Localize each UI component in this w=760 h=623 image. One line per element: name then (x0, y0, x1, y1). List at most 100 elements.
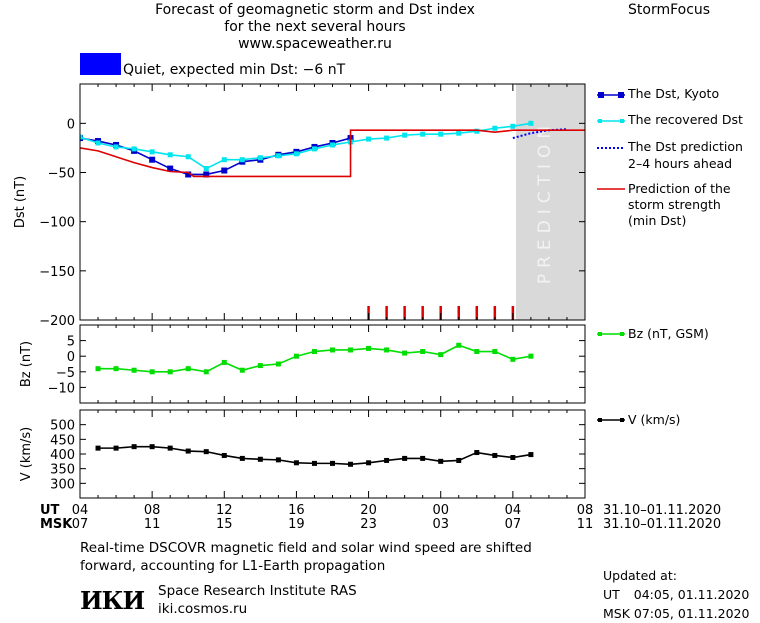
data-point (348, 347, 354, 353)
v-frame (79, 409, 586, 499)
ut-tick-label: 04 (72, 503, 89, 518)
data-point (203, 449, 209, 455)
series-line (80, 122, 532, 170)
chart-title: Forecast of geomagnetic storm and Dst in… (140, 2, 490, 53)
prediction-label: PREDICTION (535, 120, 555, 284)
bz-panel: 50−5−10 Bz (nT) (19, 324, 586, 404)
data-point (149, 156, 156, 163)
series-line (80, 137, 351, 176)
ut-tick-label: 12 (216, 503, 233, 518)
ut-date-range: 31.10–01.11.2020 (603, 503, 721, 518)
data-point (149, 369, 155, 375)
updated-ut-row: UT 04:05, 01.11.2020 (603, 585, 749, 604)
dst-x-axis (79, 84, 586, 320)
ut-tick-labels: 04 08 12 16 20 00 04 08 (72, 503, 594, 518)
y-tick-label: 0 (67, 350, 75, 365)
legend-marker (598, 119, 602, 123)
data-point (474, 349, 480, 355)
data-point (348, 461, 354, 467)
legend-recovered-label: The recovered Dst (627, 112, 743, 127)
data-point (95, 366, 101, 372)
y-tick-label: −100 (39, 216, 75, 231)
data-point (113, 144, 119, 150)
title-line-2: for the next several hours (224, 19, 406, 35)
updated-ut-value: 04:05, 01.11.2020 (633, 587, 750, 602)
data-point (131, 367, 137, 373)
title-line-1: Forecast of geomagnetic storm and Dst in… (155, 2, 475, 18)
data-point (456, 130, 462, 136)
status-text: Quiet, expected min Dst: −6 nT (123, 62, 346, 78)
footer-note-line2: forward, accounting for L1-Earth propaga… (80, 558, 386, 574)
data-point (402, 132, 408, 138)
legend-dst-kyoto: The Dst, Kyoto (597, 86, 719, 101)
updated-msk-value: 07:05, 01.11.2020 (633, 606, 750, 621)
data-point (420, 455, 426, 461)
legend-prediction-line2: 2–4 hours ahead (628, 156, 732, 171)
data-point (239, 455, 245, 461)
data-point (330, 460, 335, 466)
ut-tick-label: 08 (144, 503, 161, 518)
msk-tick-labels: 07 11 15 19 23 03 07 11 (72, 517, 594, 532)
footer-note: Real-time DSCOVR magnetic field and sola… (80, 539, 532, 575)
data-point (330, 347, 335, 353)
data-point (221, 359, 227, 365)
v-ylabel: V (km/s) (19, 427, 34, 482)
bz-x-axis (79, 325, 586, 403)
legend-marker (598, 332, 602, 336)
y-tick-label: −150 (39, 265, 75, 280)
data-point (149, 149, 155, 155)
data-point (275, 153, 281, 159)
data-point (510, 356, 516, 362)
legend: The Dst, Kyoto The recovered Dst The Dst… (597, 86, 743, 427)
footer-note-line1: Real-time DSCOVR magnetic field and sola… (80, 540, 532, 556)
data-point (492, 452, 498, 458)
legend-prediction: The Dst prediction 2–4 hours ahead (597, 139, 743, 171)
updated-msk-label: MSK (603, 606, 630, 621)
data-point (528, 353, 534, 359)
dst-y-axis: 0 −50 −100 −150 −200 (39, 117, 585, 329)
iki-logo: ИКИ (80, 586, 145, 615)
msk-date-range: 31.10–01.11.2020 (603, 517, 721, 532)
brand-name: StormFocus (628, 2, 711, 18)
data-point (275, 361, 281, 367)
data-point (239, 367, 245, 373)
series-line (80, 129, 585, 178)
y-tick-label: −10 (48, 381, 75, 396)
data-point (275, 457, 281, 463)
data-point (167, 369, 173, 375)
series-line (512, 128, 568, 140)
data-point (113, 445, 119, 451)
site-url[interactable]: www.spaceweather.ru (238, 36, 392, 52)
legend-v: V (km/s) (597, 412, 680, 427)
legend-marker (620, 332, 624, 336)
data-point (456, 457, 462, 463)
y-tick-label: −200 (39, 314, 75, 329)
msk-tick-label: 11 (144, 517, 161, 532)
y-tick-label: −50 (48, 167, 75, 182)
data-point (366, 136, 372, 142)
ut-label: UT (40, 503, 60, 518)
data-point (528, 452, 534, 458)
data-point (366, 345, 372, 351)
y-tick-label: 5 (67, 335, 75, 350)
msk-tick-label: 07 (72, 517, 89, 532)
data-point (203, 369, 209, 375)
data-point (492, 349, 498, 355)
data-point (239, 157, 245, 163)
data-point (257, 456, 263, 462)
institute-block: Space Research Institute RAS iki.cosmos.… (158, 582, 357, 618)
data-point (221, 167, 228, 174)
updated-ut-label: UT (603, 587, 620, 602)
data-point (167, 445, 173, 451)
data-point (293, 151, 299, 157)
data-point (330, 142, 335, 148)
data-point (221, 157, 227, 163)
data-point (384, 457, 390, 463)
data-point (131, 444, 137, 450)
data-point (95, 140, 101, 146)
data-point (167, 152, 173, 158)
data-point (185, 171, 192, 178)
institute-url[interactable]: iki.cosmos.ru (158, 601, 248, 617)
data-point (221, 452, 227, 458)
